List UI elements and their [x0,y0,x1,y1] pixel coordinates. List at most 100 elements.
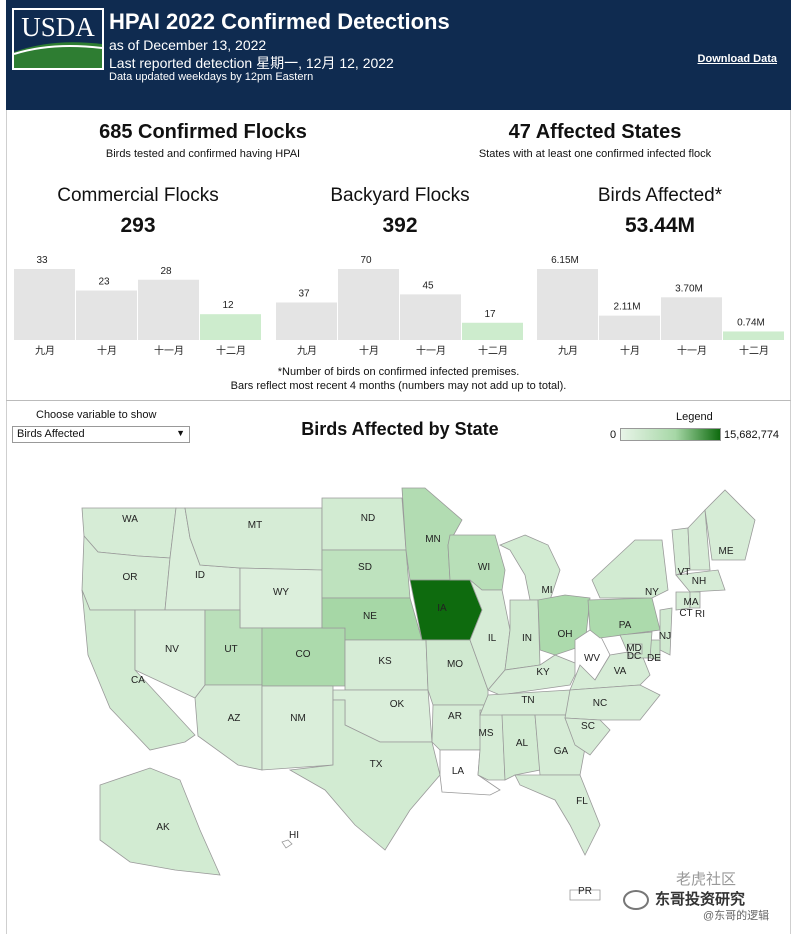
state-label-md: MD [626,643,642,654]
bar-value-label: 2.11M [613,302,640,313]
state-tx[interactable] [288,699,441,851]
state-dc[interactable] [627,643,643,655]
affected-states-kpi: 47 Affected States [508,121,682,143]
state-label-la: LA [452,766,465,777]
bar-1[interactable] [338,269,399,340]
bar-category-label: 十二月 [216,344,246,357]
state-hi[interactable] [281,839,293,849]
bar-category-label: 九月 [35,345,55,357]
state-wy[interactable] [239,567,323,629]
state-al[interactable] [501,714,541,781]
state-pr[interactable] [569,889,601,901]
state-label-ma: MA [684,597,699,608]
state-label-pa: PA [619,620,632,631]
state-ma[interactable] [675,569,726,593]
state-label-or: OR [123,572,138,583]
backyard-flocks-value: 392 [382,214,418,237]
bar-value-label: 6.15M [551,255,579,266]
state-nd[interactable] [321,497,407,551]
bar-value-label: 17 [484,309,496,320]
state-ri[interactable] [689,591,701,609]
birds-affected-chart: 6.15M 九月 2.11M 十月 3.70M 十一月 0.74M 十二月 [537,255,784,357]
state-nj[interactable] [659,607,673,656]
bar-value-label: 45 [422,280,434,291]
legend-min: 0 [610,429,617,441]
bar-value-label: 70 [360,255,372,266]
state-mt[interactable] [184,507,323,571]
usda-logo-text: USDA [21,12,95,42]
state-ms[interactable] [477,709,506,781]
bar-3[interactable] [723,331,784,340]
bar-3[interactable] [462,322,523,340]
state-label-dc: DC [627,651,641,662]
state-label-tx: TX [370,759,383,770]
state-nc[interactable] [564,684,661,721]
backyard-flocks-title: Backyard Flocks [330,185,470,206]
state-label-ga: GA [554,746,569,757]
bar-1[interactable] [76,290,137,340]
state-label-nh: NH [692,576,706,587]
state-sd[interactable] [321,549,411,599]
bar-category-label: 十月 [359,344,379,357]
update-note: Data updated weekdays by 12pm Eastern [109,71,314,83]
bar-0[interactable] [276,302,337,340]
download-data-link[interactable]: Download Data [697,53,777,65]
state-label-nc: NC [593,698,607,709]
state-label-ms: MS [479,728,494,739]
state-label-ks: KS [378,656,392,667]
state-label-wy: WY [273,587,289,598]
us-state-map[interactable]: WA OR CA ID MT WY NV UT CO AZ NM ND SD NE KS OK TX MN IA MO… [0,480,800,920]
bar-2[interactable] [400,294,461,340]
state-ak[interactable] [99,767,221,876]
state-nh[interactable] [687,509,711,571]
birds-affected-value: 53.44M [624,214,696,237]
state-label-vt: VT [678,567,691,578]
bar-2[interactable] [138,279,199,340]
confirmed-flocks-kpi: 685 Confirmed Flocks [99,121,307,143]
footnote-line1: *Number of birds on confirmed infected p… [277,366,520,378]
state-label-sd: SD [358,562,372,573]
state-label-wi: WI [478,562,490,573]
state-sc[interactable] [564,717,611,756]
state-label-va: VA [614,666,627,677]
state-ca[interactable] [81,589,196,751]
state-az[interactable] [194,684,263,771]
state-nm[interactable] [261,685,334,771]
state-label-nv: NV [165,644,179,655]
watermark-brand-text: 东哥投资研究 [655,891,746,908]
footnote-line2: Bars reflect most recent 4 months (numbe… [230,380,567,392]
state-label-mo: MO [447,659,463,670]
bar-category-label: 十月 [97,344,117,357]
last-detection: Last reported detection 星期一, 12月 12, 202… [109,55,394,71]
bar-2[interactable] [661,297,722,340]
bar-category-label: 十二月 [478,344,508,357]
state-label-ny: NY [645,587,659,598]
bar-value-label: 37 [298,288,310,299]
state-label-hi: HI [289,830,299,841]
bar-category-label: 十一月 [677,344,707,357]
legend-title: Legend [676,411,713,423]
variable-select[interactable]: Birds Affected ▼ [12,426,190,443]
as-of-date: as of December 13, 2022 [109,37,267,53]
bar-3[interactable] [200,314,261,340]
bar-value-label: 0.74M [737,317,765,328]
state-label-ri: RI [695,609,705,620]
bar-0[interactable] [537,269,598,340]
bar-value-label: 23 [98,277,110,288]
state-fl[interactable] [514,774,601,856]
choose-variable-label: Choose variable to show [36,409,157,421]
birds-affected-title: Birds Affected* [597,185,723,206]
state-label-ak: AK [156,822,170,833]
state-me[interactable] [704,489,756,561]
bar-1[interactable] [599,315,660,340]
variable-select-value: Birds Affected [17,428,85,440]
legend-gradient [620,428,721,441]
state-ny[interactable] [591,539,669,599]
state-label-ca: CA [131,675,145,686]
state-label-mn: MN [425,534,441,545]
bar-0[interactable] [14,269,75,340]
state-label-wv: WV [584,653,600,664]
state-label-ia: IA [437,603,447,614]
bar-value-label: 3.70M [675,283,703,294]
state-label-ct: CT [679,608,692,619]
